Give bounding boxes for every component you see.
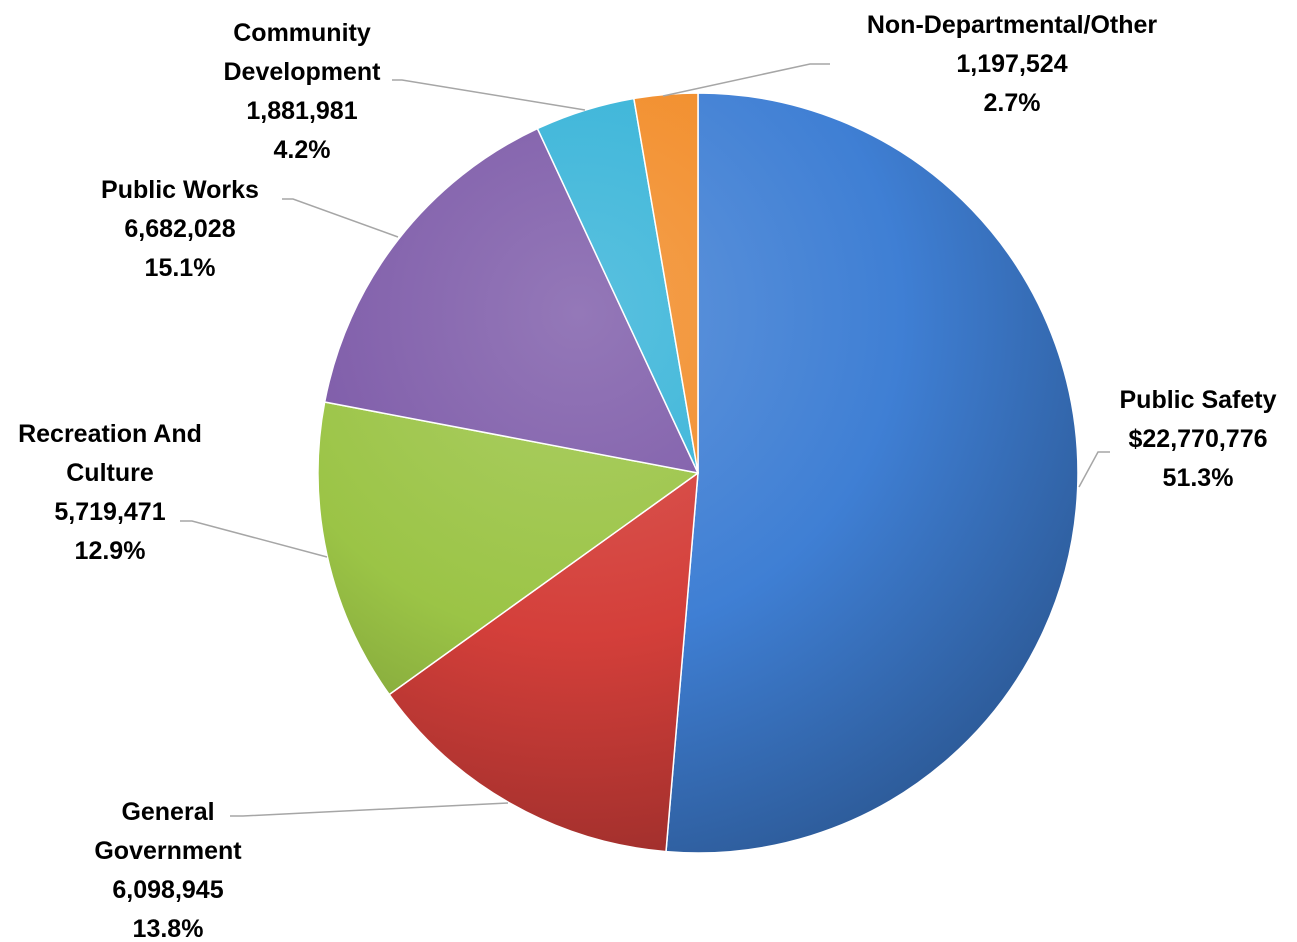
label-line-0: Public Safety [1120, 386, 1277, 414]
value-label: 5,719,471 [54, 498, 165, 526]
percent-label: 2.7% [984, 89, 1041, 117]
label-line-1: Development [224, 58, 382, 86]
percent-label: 13.8% [133, 915, 204, 942]
pie-slice-non-departmental-other [633, 92, 699, 474]
label-line-0: Non-Departmental/Other [867, 11, 1158, 39]
value-label: 1,197,524 [956, 50, 1067, 78]
data-label-public-safety: Public Safety $22,770,776 51.3% [1120, 386, 1277, 492]
leader-lines [180, 63, 1110, 817]
leader-line-community-development [392, 79, 586, 111]
value-label: 1,881,981 [246, 97, 357, 125]
pie-slices [317, 92, 1079, 854]
data-label-community-development: Community Development 1,881,981 4.2% [224, 19, 382, 164]
percent-label: 4.2% [274, 136, 331, 164]
data-labels: Public Safety $22,770,776 51.3% General Gove… [18, 11, 1277, 942]
leader-line-public-works [282, 198, 399, 238]
percent-label: 12.9% [75, 537, 146, 565]
data-label-recreation-and-culture: Recreation And Culture 5,719,471 12.9% [18, 420, 202, 565]
pie-slice-public-safety [665, 92, 1079, 854]
label-line-0: General [121, 798, 214, 826]
leader-line-recreation-and-culture [180, 520, 328, 558]
percent-label: 51.3% [1163, 464, 1234, 492]
value-label: $22,770,776 [1128, 425, 1267, 453]
leader-line-non-departmental-other [662, 63, 830, 97]
pie-slice-recreation-and-culture [317, 401, 699, 696]
pie-slice-public-works [323, 127, 699, 474]
value-label: 6,098,945 [112, 876, 223, 904]
label-line-0: Recreation And [18, 420, 202, 448]
label-line-1: Government [94, 837, 242, 865]
pie-slice-general-government [388, 472, 699, 853]
label-line-0: Public Works [101, 176, 259, 204]
value-label: 6,682,028 [124, 215, 235, 243]
leader-line-public-safety [1078, 451, 1110, 488]
data-label-public-works: Public Works 6,682,028 15.1% [101, 176, 259, 282]
label-line-1: Culture [66, 459, 154, 487]
percent-label: 15.1% [145, 254, 216, 282]
data-label-general-government: General Government 6,098,945 13.8% [94, 798, 242, 942]
leader-line-general-government [230, 802, 509, 817]
data-label-non-departmental-other: Non-Departmental/Other 1,197,524 2.7% [867, 11, 1158, 117]
label-line-0: Community [233, 19, 371, 47]
